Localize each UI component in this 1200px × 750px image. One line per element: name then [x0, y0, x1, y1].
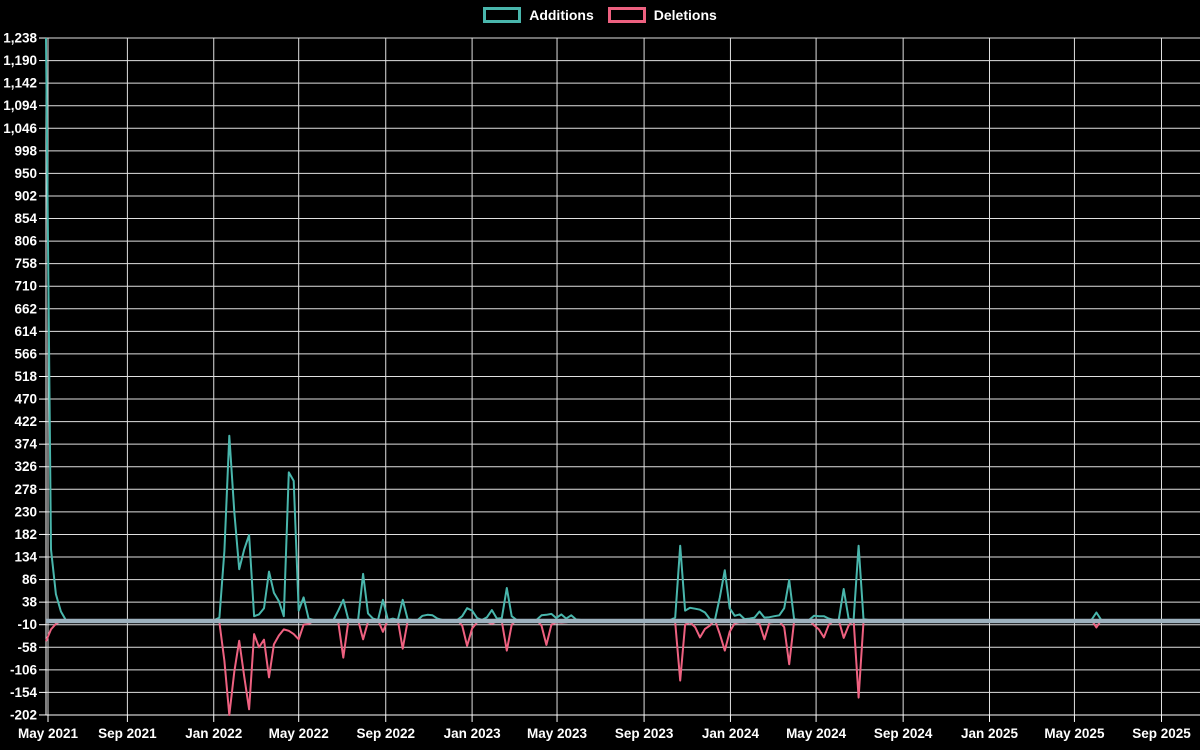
axes	[39, 37, 1200, 722]
svg-text:662: 662	[14, 301, 37, 316]
svg-text:Jan 2022: Jan 2022	[185, 726, 242, 741]
svg-text:Jan 2024: Jan 2024	[702, 726, 760, 741]
svg-text:1,190: 1,190	[3, 53, 37, 68]
legend-item-additions[interactable]: Additions	[483, 7, 594, 23]
svg-text:518: 518	[14, 369, 37, 384]
svg-text:Sep 2022: Sep 2022	[356, 726, 415, 741]
svg-text:422: 422	[14, 414, 37, 429]
svg-text:374: 374	[14, 437, 37, 452]
svg-text:-10: -10	[17, 617, 37, 632]
svg-text:-106: -106	[10, 662, 38, 677]
svg-text:902: 902	[14, 188, 37, 203]
svg-text:998: 998	[14, 143, 37, 158]
svg-text:470: 470	[14, 392, 37, 407]
x-tick-labels: May 2021 Sep 2021 Jan 2022 May 2022 Sep 2022…	[18, 726, 1191, 741]
deletions-legend-label: Deletions	[653, 7, 717, 23]
svg-text:1,238: 1,238	[3, 31, 37, 46]
y-gridlines	[46, 37, 1200, 716]
svg-text:230: 230	[14, 504, 37, 519]
svg-text:Jan 2025: Jan 2025	[961, 726, 1019, 741]
svg-text:May 2021: May 2021	[18, 726, 79, 741]
svg-text:86: 86	[22, 572, 38, 587]
svg-text:854: 854	[14, 211, 37, 226]
svg-text:Sep 2021: Sep 2021	[98, 726, 157, 741]
chart-legend: Additions Deletions	[0, 7, 1200, 23]
svg-text:38: 38	[22, 595, 38, 610]
svg-text:Sep 2025: Sep 2025	[1132, 726, 1191, 741]
svg-text:758: 758	[14, 256, 37, 271]
svg-text:806: 806	[14, 234, 37, 249]
y-tick-labels: -202 -154 -106 -58 -10 38 86 134 182 230 278 326 374…	[3, 31, 37, 723]
deletions-line	[45, 619, 1200, 716]
additions-legend-swatch	[483, 7, 522, 23]
svg-text:1,094: 1,094	[3, 98, 37, 113]
svg-text:Sep 2024: Sep 2024	[874, 726, 933, 741]
svg-text:1,142: 1,142	[3, 76, 37, 91]
additions-legend-label: Additions	[529, 7, 594, 23]
svg-text:326: 326	[14, 459, 37, 474]
additions-line	[45, 37, 1200, 621]
svg-text:182: 182	[14, 527, 37, 542]
legend-item-deletions[interactable]: Deletions	[607, 7, 717, 23]
svg-text:614: 614	[14, 324, 37, 339]
svg-text:May 2024: May 2024	[786, 726, 847, 741]
svg-text:950: 950	[14, 166, 37, 181]
svg-text:1,046: 1,046	[3, 121, 37, 136]
svg-text:134: 134	[14, 550, 37, 565]
svg-text:566: 566	[14, 346, 37, 361]
x-gridlines	[47, 38, 1162, 715]
svg-text:Sep 2023: Sep 2023	[615, 726, 674, 741]
deletions-legend-swatch	[607, 7, 646, 23]
svg-text:710: 710	[14, 279, 37, 294]
svg-text:278: 278	[14, 482, 37, 497]
svg-text:May 2022: May 2022	[269, 726, 329, 741]
svg-text:Jan 2023: Jan 2023	[444, 726, 502, 741]
svg-text:May 2025: May 2025	[1044, 726, 1105, 741]
svg-text:-154: -154	[10, 685, 38, 700]
svg-text:May 2023: May 2023	[527, 726, 588, 741]
svg-text:-58: -58	[17, 640, 37, 655]
svg-text:-202: -202	[10, 707, 37, 722]
